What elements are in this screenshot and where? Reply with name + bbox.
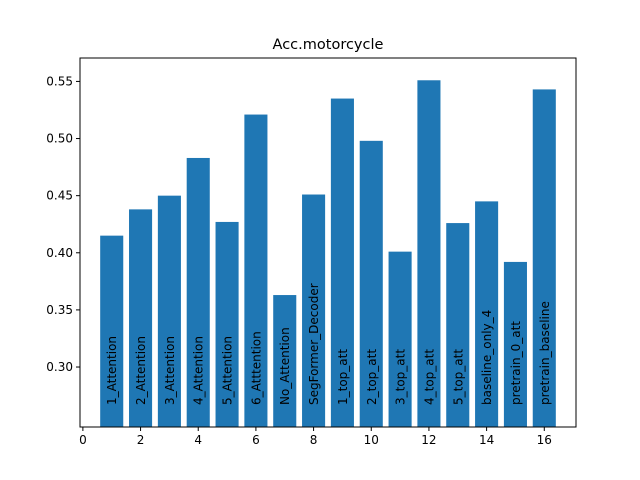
y-tick-label: 0.40 — [46, 246, 73, 260]
bar-2_top_att — [359, 140, 383, 427]
bar-label: pretrain_0_att — [509, 321, 523, 405]
x-axis: 0 2 4 6 8 10 12 14 16 — [79, 427, 552, 447]
x-tick-label: 12 — [421, 433, 436, 447]
bar-label: 1_top_att — [336, 349, 350, 405]
bar-label: 5_Attention — [221, 336, 235, 405]
bar-label: 2_Attention — [134, 336, 148, 405]
x-tick-label: 10 — [364, 433, 379, 447]
bar-labels-group: 1_Attention 2_Attention 3_Attention 4_Atten… — [105, 283, 552, 405]
bar-3_Attention — [157, 195, 181, 427]
y-tick-label: 0.45 — [46, 189, 73, 203]
bar-1_top_att — [330, 98, 354, 427]
y-tick-label: 0.55 — [46, 74, 73, 88]
bar-label: 4_top_att — [422, 349, 436, 405]
bar-label: pretrain_baseline — [538, 301, 552, 405]
bar-label: 3_Attention — [163, 336, 177, 405]
x-tick-label: 16 — [537, 433, 552, 447]
bar-1_Attention — [100, 235, 124, 427]
bar-No_Attention — [273, 295, 297, 427]
bar-label: 1_Attention — [105, 336, 119, 405]
bar-4_top_att — [417, 80, 441, 427]
y-axis: 0.30 0.35 0.40 0.45 0.50 0.55 — [46, 74, 80, 374]
bar-label: baseline_only_4 — [480, 310, 494, 405]
bar-pretrain_0_att — [503, 261, 527, 427]
x-tick-label: 2 — [137, 433, 145, 447]
bar-6_Atttention — [244, 114, 268, 428]
bar-SegFormer_Decoder — [302, 194, 326, 427]
bar-baseline_only_4 — [475, 201, 499, 427]
bar-4_Attention — [186, 157, 210, 427]
y-tick-label: 0.30 — [46, 360, 73, 374]
bar-label: 5_top_att — [451, 349, 465, 405]
bars-group — [100, 80, 556, 428]
bar-5_top_att — [446, 223, 470, 427]
bar-label: No_Attention — [278, 327, 292, 405]
chart-title: Acc.motorcycle — [273, 37, 384, 53]
bar-label: 2_top_att — [365, 349, 379, 405]
x-tick-label: 4 — [194, 433, 202, 447]
x-tick-label: 8 — [310, 433, 318, 447]
plot-area-frame — [79, 57, 577, 428]
bar-2_Attention — [129, 209, 153, 427]
x-tick-label: 6 — [252, 433, 260, 447]
x-tick-label: 14 — [479, 433, 494, 447]
bar-label: SegFormer_Decoder — [307, 283, 321, 405]
y-tick-label: 0.50 — [46, 132, 73, 146]
bar-label: 4_Attention — [192, 336, 206, 405]
bar-3_top_att — [388, 251, 412, 427]
bar-label: 3_top_att — [394, 349, 408, 405]
y-tick-label: 0.35 — [46, 303, 73, 317]
bar-label: 6_Atttention — [249, 331, 263, 405]
bar-pretrain_baseline — [532, 89, 556, 427]
bar-5_Attention — [215, 221, 239, 427]
x-tick-label: 0 — [79, 433, 87, 447]
